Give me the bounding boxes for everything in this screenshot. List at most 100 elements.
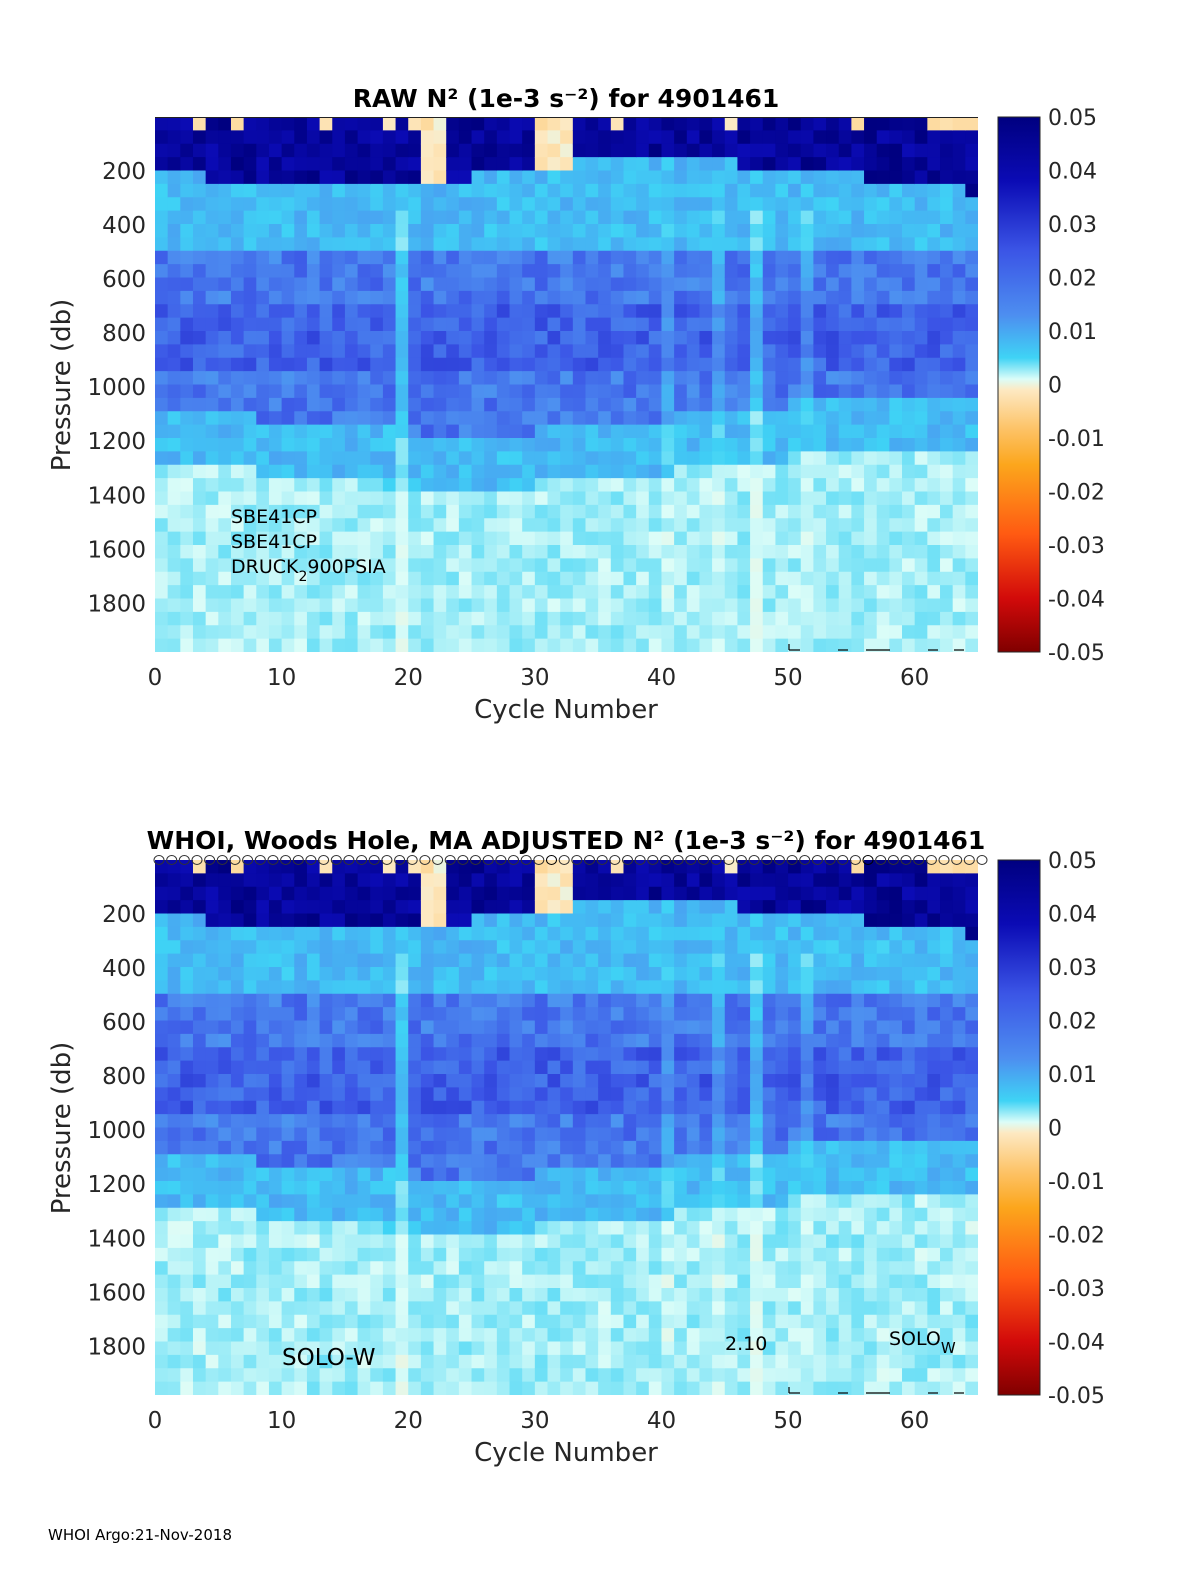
heat-cell xyxy=(724,558,739,573)
heat-cell xyxy=(585,1060,599,1075)
heat-cell xyxy=(572,1328,587,1343)
heat-cell xyxy=(737,886,751,901)
heat-cell xyxy=(218,411,232,426)
heat-cell xyxy=(458,143,473,158)
heat-cell xyxy=(724,197,739,212)
heat-cell xyxy=(167,993,181,1008)
heat-cell xyxy=(623,886,637,901)
heat-cell xyxy=(370,170,384,185)
heat-cell xyxy=(408,1167,422,1182)
heat-cell xyxy=(294,1007,308,1022)
heat-cell xyxy=(446,585,460,600)
heat-cell xyxy=(458,1207,473,1222)
heat-cell xyxy=(281,558,295,573)
heat-cell xyxy=(813,585,827,600)
heat-cell xyxy=(775,1033,789,1048)
heat-cell xyxy=(838,331,852,345)
heat-cell xyxy=(230,384,245,399)
heat-cell xyxy=(952,344,966,359)
heat-cell xyxy=(686,504,701,519)
heat-cell xyxy=(851,317,865,332)
heat-cell xyxy=(230,170,245,185)
heat-cell xyxy=(864,1127,878,1142)
heat-cell xyxy=(560,304,574,319)
heat-cell xyxy=(471,1247,485,1262)
heat-cell xyxy=(737,250,751,265)
heat-cell xyxy=(560,1074,574,1088)
heat-cell xyxy=(623,1221,637,1236)
heat-cell xyxy=(750,210,764,225)
heat-cell xyxy=(572,1047,587,1062)
heat-cell xyxy=(534,117,549,131)
heat-cell xyxy=(484,1087,498,1102)
heat-cell xyxy=(484,397,498,412)
heat-cell xyxy=(585,1167,599,1182)
heat-cell xyxy=(294,1354,308,1369)
heat-cell xyxy=(775,625,789,640)
heat-cell xyxy=(737,860,751,874)
heat-cell xyxy=(750,558,764,573)
heat-cell xyxy=(344,1114,359,1129)
heat-cell xyxy=(357,545,371,559)
heat-cell xyxy=(623,1087,637,1102)
heat-cell xyxy=(357,913,371,928)
heat-cell xyxy=(446,1007,460,1022)
heat-cell xyxy=(724,384,739,399)
heat-cell xyxy=(509,1020,523,1035)
heat-cell xyxy=(560,197,574,212)
heat-cell xyxy=(813,397,827,412)
heat-cell xyxy=(674,130,688,145)
heat-cell xyxy=(547,1354,561,1369)
heat-cell xyxy=(433,598,447,613)
heat-cell xyxy=(724,491,739,506)
heat-cell xyxy=(319,926,333,941)
heat-cell xyxy=(686,250,701,265)
heat-cell xyxy=(420,237,435,252)
heat-cell xyxy=(674,504,688,519)
heat-cell xyxy=(484,1181,498,1195)
heat-cell xyxy=(813,1181,827,1195)
heat-cell xyxy=(281,1154,295,1169)
heat-cell xyxy=(674,1181,688,1195)
heat-cell xyxy=(155,993,169,1008)
heat-cell xyxy=(408,980,422,995)
heat-cell xyxy=(458,411,473,426)
heat-cell xyxy=(180,1074,194,1088)
heat-cell xyxy=(344,1140,359,1155)
heat-cell xyxy=(775,1140,789,1155)
heat-cell xyxy=(661,397,675,412)
heat-cell xyxy=(902,504,916,519)
heat-cell xyxy=(598,1207,612,1222)
heat-cell xyxy=(598,1354,612,1369)
heat-cell xyxy=(446,224,460,238)
heat-cell xyxy=(382,1261,397,1276)
heat-cell xyxy=(560,940,574,955)
heat-cell xyxy=(281,331,295,345)
heat-cell xyxy=(180,545,194,559)
heat-cell xyxy=(674,1007,688,1022)
heat-cell xyxy=(218,1341,232,1356)
heat-cell xyxy=(294,1314,308,1329)
heat-cell xyxy=(902,478,916,493)
heat-cell xyxy=(762,1127,777,1142)
heat-cell xyxy=(167,531,181,546)
heat-cell xyxy=(800,1234,814,1249)
heat-cell xyxy=(522,940,536,955)
heat-cell xyxy=(737,1247,751,1262)
heat-cell xyxy=(623,860,637,874)
heat-cell xyxy=(496,331,511,345)
heat-cell xyxy=(826,1234,840,1249)
heat-cell xyxy=(319,183,333,198)
heat-cell xyxy=(813,571,827,586)
heat-cell xyxy=(876,1074,890,1088)
heat-cell xyxy=(256,344,270,359)
heat-cell xyxy=(775,545,789,559)
heat-cell xyxy=(876,130,890,145)
heat-cell xyxy=(471,1007,485,1022)
heat-cell xyxy=(458,357,473,372)
heat-cell xyxy=(686,1314,701,1329)
heat-cell xyxy=(750,1288,764,1302)
heat-cell xyxy=(889,1100,903,1115)
heat-cell xyxy=(496,1020,511,1035)
heat-cell xyxy=(205,504,219,519)
